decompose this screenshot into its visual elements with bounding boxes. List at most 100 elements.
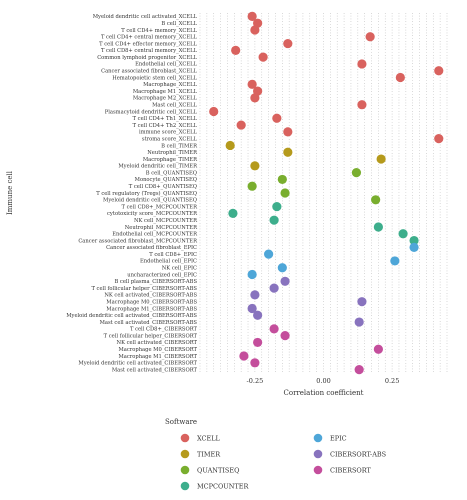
y-tick-label: T cell CD8+_MCPCOUNTER (122, 204, 199, 210)
y-tick-label: Macrophage_TIMER (143, 157, 198, 163)
plot-panel (200, 13, 447, 373)
data-point (258, 52, 268, 62)
data-point (280, 276, 290, 286)
y-tick-label: Mast cell activated_CIBERSORT-ABS (100, 320, 198, 326)
y-tick-label: NK cell activated_CIBERSORT (117, 340, 198, 346)
data-point (225, 140, 235, 151)
y-tick-label: NK cell activated_CIBERSORT-ABS (104, 293, 197, 299)
y-tick-label: Myeloid dendritic cell_TIMER (118, 164, 198, 170)
y-tick-labels: Myeloid dendritic cell activated_XCELLB … (66, 14, 198, 373)
y-tick-label: B cell_XCELL (161, 21, 197, 27)
data-point (250, 161, 260, 171)
data-point (434, 134, 444, 144)
data-point (376, 154, 386, 164)
data-point (398, 229, 408, 239)
legend-label: TIMER (197, 450, 221, 458)
data-point (390, 256, 400, 266)
legend: XCELL TIMER QUANTISEQ MCPCOUNTER EPIC CIBERSO… (180, 433, 386, 491)
legend-key (313, 465, 323, 475)
data-point (250, 93, 260, 103)
legend-key (313, 449, 323, 459)
data-point (280, 331, 290, 341)
y-tick-label: T cell regulatory (Tregs)_QUANTISEQ (96, 190, 197, 197)
data-point (250, 358, 260, 368)
x-tick-label: -0.25 (247, 377, 264, 385)
legend-key (180, 481, 190, 491)
legend-label: MCPCOUNTER (197, 482, 250, 490)
y-tick-label: Macrophage M0_CIBERSORT (118, 347, 197, 353)
y-tick-label: T cell follicular helper_CIBERSORT-ABS (91, 286, 197, 292)
data-point (250, 290, 260, 300)
y-tick-label: Macrophage M1_CIBERSORT (118, 354, 197, 360)
data-point (228, 208, 238, 218)
grid-lines (199, 13, 448, 373)
y-tick-label: Neutrophil_TIMER (147, 150, 198, 156)
y-tick-label: Neutrophil_MCPCOUNTER (125, 225, 198, 231)
legend-key (313, 433, 323, 443)
y-tick-label: Macrophage_XCELL (143, 82, 197, 88)
legend-title: Software (165, 418, 197, 426)
y-tick-label: Myeloid dendritic cell_QUANTISEQ (103, 198, 197, 204)
y-tick-label: T cell CD4+ Th1_XCELL (133, 116, 198, 122)
data-point (354, 317, 364, 327)
y-tick-label: Macrophage M2_XCELL (133, 96, 198, 102)
data-point (351, 168, 362, 178)
y-tick-label: T cell CD8+_QUANTISEQ (129, 184, 197, 190)
y-tick-label: Hematopoietic stem cell_XCELL (112, 75, 197, 81)
legend-label: EPIC (330, 434, 347, 442)
data-point (434, 66, 444, 76)
data-point (365, 32, 375, 42)
x-axis-title: Correlation coefficient (284, 389, 364, 397)
y-tick-label: Mast cell activated_CIBERSORT (112, 367, 198, 373)
y-tick-label: B cell_TIMER (161, 143, 198, 149)
legend-key (180, 433, 190, 443)
y-tick-label: NK cell_EPIC (162, 266, 197, 272)
y-tick-label: B cell_QUANTISEQ (146, 170, 197, 176)
y-tick-label: T cell CD4+ Th2_XCELL (133, 123, 198, 129)
legend-label: CIBERSORT-ABS (330, 450, 386, 458)
data-point (283, 147, 293, 157)
y-tick-label: Cancer associated fibroblast_XCELL (101, 69, 197, 75)
y-tick-label: Myeloid dendritic cell activated_CIBERSO… (78, 361, 197, 367)
y-tick-label: cytotoxicity score_MCPCOUNTER (107, 211, 198, 217)
data-point (269, 324, 279, 334)
y-tick-label: T cell CD8+_EPIC (149, 252, 197, 258)
data-point (277, 263, 287, 273)
x-tick-label: 0.00 (316, 377, 330, 385)
data-point (277, 174, 287, 185)
x-tick-labels: -0.25 0.00 0.25 (247, 377, 400, 385)
data-point (409, 242, 419, 252)
data-point (373, 344, 383, 354)
data-point (253, 337, 263, 348)
y-tick-label: T cell CD4+ effector memory_XCELL (99, 41, 197, 47)
data-point (231, 45, 241, 55)
y-tick-label: Endothelial cell_EPIC (140, 259, 197, 265)
legend-label: XCELL (197, 434, 221, 442)
data-point (247, 11, 257, 21)
data-point (395, 72, 405, 83)
y-tick-label: T cell CD4+ memory_XCELL (121, 28, 197, 34)
data-point (269, 215, 279, 225)
y-axis-title: Immune cell (6, 170, 14, 215)
data-point (239, 351, 249, 361)
data-points (209, 11, 444, 375)
y-tick-label: Macrophage M1_CIBERSORT-ABS (106, 306, 197, 312)
legend-key (180, 449, 190, 459)
y-tick-label: Common lymphoid progenitor_XCELL (97, 55, 197, 61)
data-point (409, 235, 419, 246)
data-point (357, 59, 367, 69)
data-point (283, 127, 293, 137)
data-point (209, 106, 219, 117)
y-tick-label: B cell plasma_CIBERSORT-ABS (114, 279, 197, 285)
y-tick-label: Macrophage M1_XCELL (133, 89, 198, 95)
data-point (371, 195, 381, 205)
data-point (283, 38, 293, 49)
y-tick-label: T cell follicular helper_CIBERSORT (104, 333, 198, 339)
legend-label: CIBERSORT (330, 466, 372, 474)
y-tick-label: Cancer associated fibroblast_EPIC (106, 245, 197, 251)
y-tick-label: Mast cell_XCELL (152, 102, 197, 108)
y-tick-label: Endothelial cell_MCPCOUNTER (112, 232, 198, 238)
data-point (373, 222, 383, 232)
legend-label: QUANTISEQ (197, 466, 239, 474)
data-point (269, 283, 279, 293)
